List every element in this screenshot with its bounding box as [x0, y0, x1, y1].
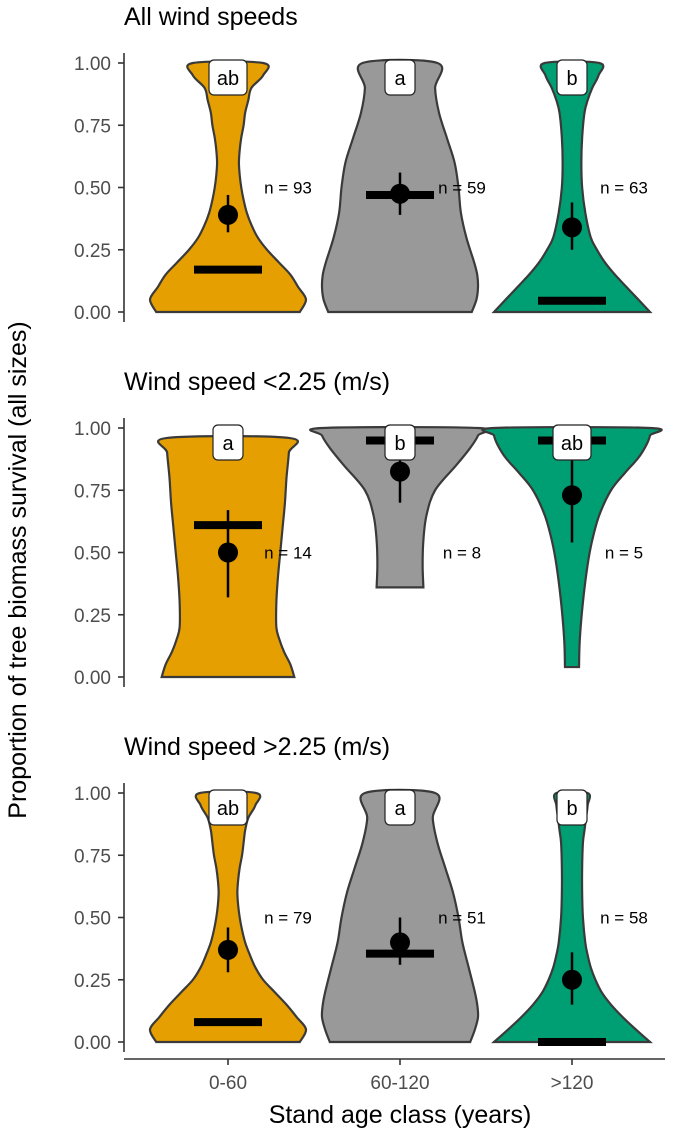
n-label: n = 8	[443, 544, 481, 563]
x-tick-label: >120	[551, 1073, 594, 1094]
y-axis-title: Proportion of tree biomass survival (all…	[4, 321, 32, 818]
x-axis-title: Stand age class (years)	[269, 1101, 532, 1129]
n-label: n = 5	[605, 544, 643, 563]
letter-box	[552, 424, 592, 461]
y-tick-label: 0.25	[74, 606, 111, 627]
y-tick-label: 0.50	[74, 909, 111, 930]
mean-point	[562, 969, 582, 990]
letter-box	[384, 789, 416, 826]
letter-box	[208, 59, 248, 96]
letter-box	[384, 424, 416, 461]
y-tick-label: 0.00	[74, 303, 111, 324]
letter-box	[384, 59, 416, 96]
panel-2: Wind speed <2.25 (m/s) 0.00 0.25 0.50 0.75 1.…	[74, 368, 663, 689]
n-label: n = 63	[600, 179, 648, 198]
y-tick-label: 0.50	[74, 544, 111, 565]
letter-box	[556, 789, 588, 826]
panel-title: Wind speed <2.25 (m/s)	[124, 368, 390, 396]
mean-point	[390, 183, 410, 204]
mean-point	[562, 485, 582, 506]
letter-box	[556, 59, 588, 96]
n-label: n = 93	[264, 179, 312, 198]
y-tick-label: 0.75	[74, 116, 111, 137]
x-tick-label: 60-120	[370, 1073, 429, 1094]
n-label: n = 58	[600, 909, 648, 928]
letter-label: ab	[217, 68, 239, 90]
letter-label: a	[222, 433, 234, 455]
panel-title: Wind speed >2.25 (m/s)	[124, 733, 390, 761]
letter-label: a	[394, 68, 406, 90]
letter-box	[208, 789, 248, 826]
letter-box	[212, 424, 244, 461]
y-tick-label: 0.50	[74, 179, 111, 200]
y-tick-label: 0.25	[74, 971, 111, 992]
y-tick-label: 0.25	[74, 241, 111, 262]
letter-label: a	[394, 798, 406, 820]
n-label: n = 51	[438, 909, 486, 928]
y-tick-label: 1.00	[74, 419, 111, 440]
y-tick-label: 0.75	[74, 846, 111, 867]
y-tick-label: 1.00	[74, 54, 111, 75]
mean-point	[218, 542, 238, 563]
mean-point	[390, 461, 410, 482]
mean-point	[218, 204, 238, 225]
letter-label: b	[566, 68, 577, 90]
y-tick-label: 0.00	[74, 668, 111, 689]
mean-point	[390, 932, 410, 953]
y-tick-label: 0.00	[74, 1033, 111, 1054]
n-label: n = 59	[438, 179, 486, 198]
x-tick-label: 0-60	[209, 1073, 247, 1094]
letter-label: b	[394, 433, 405, 455]
letter-label: ab	[561, 433, 583, 455]
mean-point	[218, 939, 238, 960]
panel-title: All wind speeds	[124, 3, 298, 31]
n-label: n = 14	[264, 544, 312, 563]
y-tick-label: 0.75	[74, 481, 111, 502]
mean-point	[562, 217, 582, 238]
y-tick-label: 1.00	[74, 784, 111, 805]
n-label: n = 79	[264, 909, 312, 928]
letter-label: ab	[217, 798, 239, 820]
letter-label: b	[566, 798, 577, 820]
panel-3: Wind speed >2.25 (m/s) 0.00 0.25 0.50 0.75 1.…	[74, 733, 665, 1094]
